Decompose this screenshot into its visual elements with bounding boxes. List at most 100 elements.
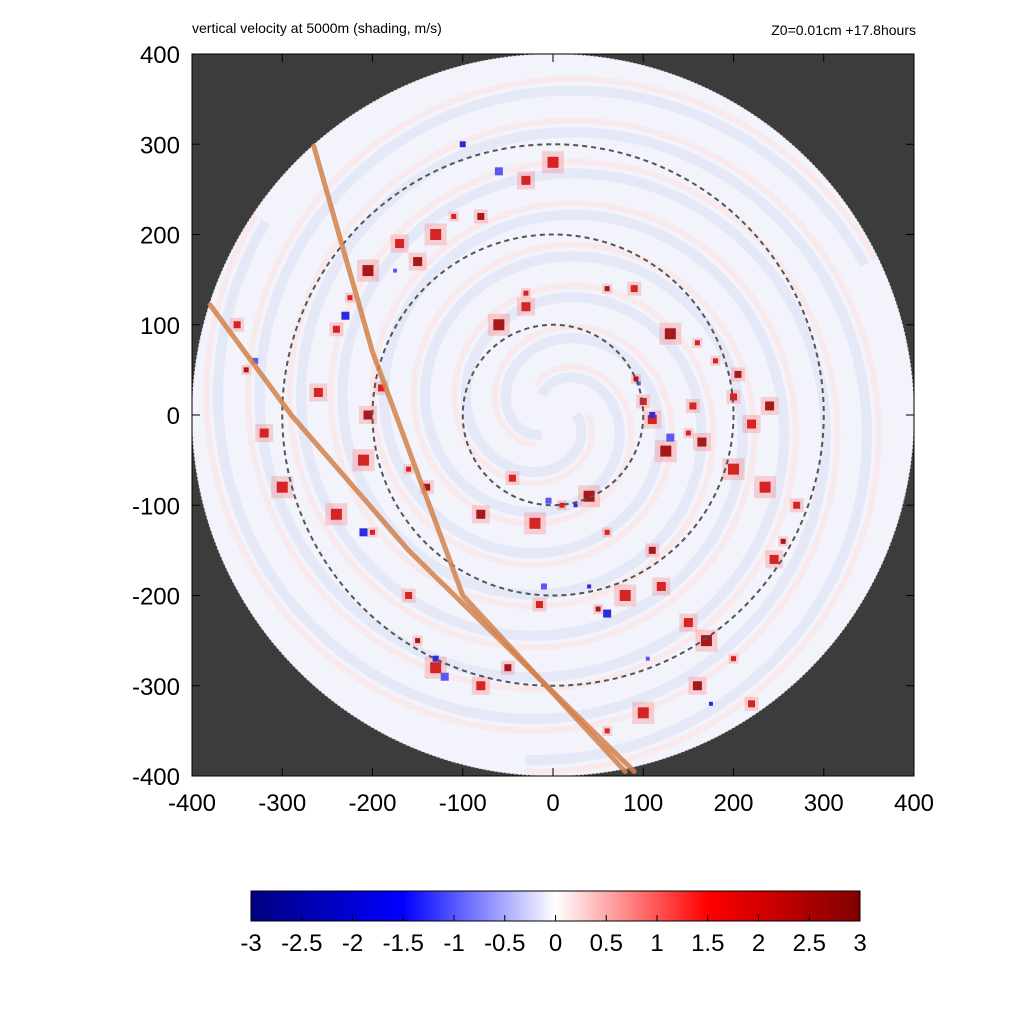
updraft-halo xyxy=(424,223,447,246)
updraft-cell xyxy=(547,156,559,168)
y-tick-label: 200 xyxy=(140,223,180,250)
updraft-cell xyxy=(415,638,421,644)
updraft-halo xyxy=(722,458,745,481)
updraft-halo xyxy=(367,527,378,538)
updraft-cell xyxy=(423,483,431,491)
updraft-halo xyxy=(471,505,490,524)
updraft-halo xyxy=(636,394,651,409)
updraft-halo xyxy=(688,676,707,695)
updraft-halo xyxy=(710,355,721,366)
updraft-halo xyxy=(505,471,520,486)
updraft-cell xyxy=(529,517,541,529)
downdraft-cell xyxy=(459,141,466,148)
updraft-halo xyxy=(523,512,546,535)
updraft-cell xyxy=(712,358,718,364)
downdraft-cell xyxy=(636,381,641,386)
colorbar-tick-label: 1.5 xyxy=(691,930,724,957)
updraft-cell xyxy=(233,321,241,329)
updraft-cell xyxy=(405,592,413,599)
updraft-cell xyxy=(639,397,647,405)
updraft-cell xyxy=(630,285,638,293)
x-tick-label: 400 xyxy=(894,790,934,817)
updraft-halo xyxy=(631,373,642,384)
downdraft-cell xyxy=(603,609,612,618)
colorbar-tick-label: 2 xyxy=(752,930,765,957)
updraft-cell xyxy=(347,295,353,301)
colorbar-tick-label: -1 xyxy=(443,930,464,957)
range-ring-100 xyxy=(461,323,645,507)
updraft-halo xyxy=(692,433,711,452)
x-tick-label: 0 xyxy=(546,790,559,817)
updraft-halo xyxy=(632,701,655,724)
updraft-halo xyxy=(602,725,613,736)
updraft-halo xyxy=(731,367,746,382)
updraft-cell xyxy=(313,387,323,397)
updraft-cell xyxy=(357,454,369,466)
updraft-halo xyxy=(652,577,671,596)
updraft-cell xyxy=(765,401,775,411)
updraft-halo xyxy=(471,676,490,695)
updraft-cell xyxy=(476,509,486,519)
updraft-cell xyxy=(692,681,702,691)
updraft-halo xyxy=(742,415,761,434)
updraft-halo xyxy=(602,283,613,294)
downdraft-cell xyxy=(432,655,439,662)
updraft-halo xyxy=(344,292,355,303)
downdraft-cell xyxy=(645,656,650,661)
x-tick-label: 300 xyxy=(804,790,844,817)
updraft-cell xyxy=(734,370,742,378)
updraft-halo xyxy=(271,476,294,499)
updraft-halo xyxy=(230,317,245,332)
updraft-cell xyxy=(683,618,693,628)
updraft-cell xyxy=(559,502,565,508)
updraft-halo xyxy=(542,151,564,174)
updraft-halo xyxy=(614,584,637,607)
downdraft-cell xyxy=(252,357,259,364)
downdraft-cell xyxy=(440,672,449,681)
y-tick-label: 300 xyxy=(140,132,180,159)
updraft-cell xyxy=(656,581,666,591)
updraft-halo xyxy=(487,313,510,336)
updraft-halo xyxy=(643,410,662,429)
updraft-cell xyxy=(604,728,610,734)
updraft-cell xyxy=(370,529,375,535)
updraft-cell xyxy=(430,229,442,240)
updraft-cell xyxy=(276,481,288,493)
updraft-cell xyxy=(477,212,485,220)
updraft-cell xyxy=(508,474,516,482)
updraft-halo xyxy=(520,288,531,299)
updraft-halo xyxy=(448,211,459,222)
colorbar-tick-label: 1 xyxy=(650,930,663,957)
updraft-cell xyxy=(395,239,405,249)
y-tick-label: 0 xyxy=(167,403,180,430)
updraft-halo xyxy=(325,503,348,526)
updraft-halo xyxy=(726,389,741,404)
updraft-halo xyxy=(789,498,804,513)
updraft-cell xyxy=(759,481,771,493)
colorbar-tick-label: -1.5 xyxy=(383,930,424,957)
updraft-cell xyxy=(332,325,340,333)
updraft-cell xyxy=(523,290,529,296)
spiral-band xyxy=(254,85,870,683)
downdraft-cell xyxy=(341,311,350,320)
chart-subtitle: Z0=0.01cm +17.8hours xyxy=(771,22,916,38)
updraft-cell xyxy=(747,419,757,429)
updraft-cell xyxy=(648,546,656,554)
updraft-halo xyxy=(352,449,375,472)
updraft-halo xyxy=(593,604,604,615)
y-tick-label: -100 xyxy=(132,493,180,520)
colorbar-tick-label: 0 xyxy=(549,930,562,957)
updraft-halo xyxy=(679,613,698,632)
updraft-halo xyxy=(403,464,414,475)
colorbar-tick-label: 2.5 xyxy=(793,930,826,957)
updraft-halo xyxy=(692,337,703,348)
updraft-cell xyxy=(521,302,531,312)
updraft-halo xyxy=(778,536,789,547)
y-tick-label: -200 xyxy=(132,584,180,611)
x-tick-label: 200 xyxy=(713,790,753,817)
updraft-cell xyxy=(535,601,543,609)
updraft-halo xyxy=(744,696,759,711)
spiral-band xyxy=(296,127,873,766)
updraft-halo xyxy=(401,588,416,603)
colorbar-tick-label: -2.5 xyxy=(281,930,322,957)
